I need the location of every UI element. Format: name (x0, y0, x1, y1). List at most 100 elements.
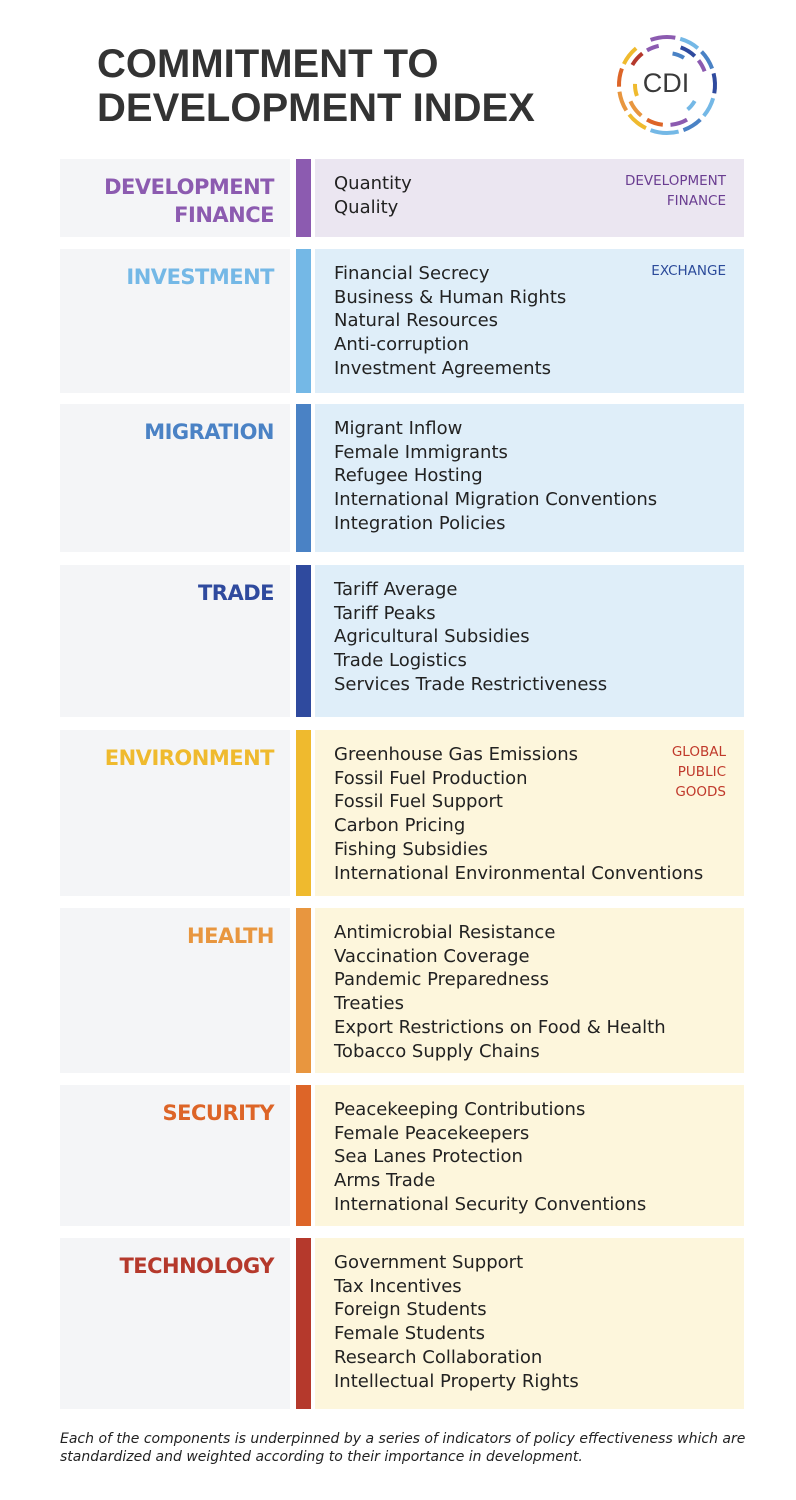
component-indicators-box: Antimicrobial Resistance Vaccination Cove… (315, 908, 744, 1073)
title-line-1: COMMITMENT TO (97, 42, 439, 86)
indicator-item: Foreign Students (334, 1299, 487, 1321)
logo-arc-segment (672, 51, 686, 60)
indicator-item: Quantity (334, 173, 412, 194)
component-label-box: TECHNOLOGY (60, 1238, 290, 1409)
indicator-list: Government Support Tax Incentives Foreign … (334, 1251, 579, 1393)
logo-arc-segment (649, 128, 680, 135)
indicator-item: Female Peacekeepers (334, 1122, 530, 1144)
indicator-list: Migrant Inflow Female Immigrants Refugee H… (334, 417, 657, 536)
group-tag-line: DEVELOPMENT (624, 173, 726, 189)
component-label-box: INVESTMENT (60, 249, 290, 393)
component-label-line: INVESTMENT (126, 265, 274, 289)
component-label: SECURITY (162, 1099, 275, 1127)
component-label: TECHNOLOGY (119, 1252, 274, 1280)
indicator-item: Antimicrobial Resistance (334, 922, 556, 943)
component-label-line: HEALTH (187, 924, 274, 948)
indicator-item: Carbon Pricing (334, 815, 466, 837)
component-row-development-finance: DEVELOPMENT FINANCE Quantity Quality DEVELOP… (60, 159, 744, 237)
indicator-item: Government Support (334, 1252, 524, 1273)
indicator-item: Refugee Hosting (334, 465, 483, 487)
indicator-list: Quantity Quality (334, 172, 412, 219)
component-color-bar (296, 565, 311, 717)
indicator-item: Research Collaboration (334, 1346, 543, 1368)
indicator-list: Greenhouse Gas Emissions Fossil Fuel Prod… (334, 743, 703, 885)
logo-arc-segment (670, 117, 688, 127)
component-label: MIGRATION (144, 418, 274, 446)
group-tag-line: FINANCE (666, 193, 726, 209)
indicator-item: Business & Human Rights (334, 286, 567, 308)
indicator-item: Peacekeeping Contributions (334, 1099, 586, 1120)
component-row-health: HEALTH Antimicrobial Resistance Vaccinatio… (60, 908, 744, 1073)
component-row-technology: TECHNOLOGY Government Support Tax Incentiv… (60, 1238, 744, 1409)
logo-arc-segment (711, 72, 717, 94)
indicator-item: Greenhouse Gas Emissions (334, 744, 579, 765)
indicator-list: Peacekeeping Contributions Female Peaceke… (334, 1098, 646, 1217)
indicator-item: Tariff Peaks (334, 602, 436, 624)
component-label-line: TRADE (197, 581, 275, 605)
component-label: DEVELOPMENT FINANCE (104, 173, 274, 229)
indicator-item: Tariff Average (334, 579, 458, 600)
component-color-bar (296, 249, 311, 393)
group-tag-line: PUBLIC (677, 764, 726, 780)
component-color-bar (296, 908, 311, 1073)
component-indicators-box: Quantity Quality DEVELOPMENT FINANCE (315, 159, 744, 237)
indicator-item: Intellectual Property Rights (334, 1370, 579, 1392)
cdi-logo: CDI (617, 35, 717, 135)
logo-arc-segment (700, 50, 714, 70)
logo-arc-segment (682, 118, 702, 132)
indicator-item: International Migration Conventions (334, 489, 658, 511)
footnote: Each of the components is underpinned by… (60, 1431, 746, 1465)
component-label: HEALTH (187, 922, 274, 950)
indicator-item: Treaties (334, 993, 404, 1015)
indicator-item: Quality (334, 196, 399, 218)
component-label-line: DEVELOPMENT (104, 175, 274, 199)
component-label: INVESTMENT (126, 263, 274, 291)
indicator-item: Natural Resources (334, 310, 499, 332)
logo-arc-segment (633, 83, 639, 97)
logo-arc-segment (617, 67, 624, 87)
indicator-item: Anti-corruption (334, 334, 469, 356)
logo-arc-segment (686, 99, 697, 112)
indicator-item: Trade Logistics (334, 650, 467, 672)
component-label-box: TRADE (60, 565, 290, 717)
component-label-box: SECURITY (60, 1085, 290, 1226)
indicator-item: Female Immigrants (334, 441, 508, 463)
logo-arc-segment (649, 35, 676, 42)
indicator-item: International Environmental Conventions (334, 862, 704, 884)
component-color-bar (296, 730, 311, 896)
indicator-item: Agricultural Subsidies (334, 626, 530, 648)
indicator-item: Fossil Fuel Support (334, 791, 503, 813)
logo-ring-segments (617, 35, 717, 135)
component-indicators-box: Peacekeeping Contributions Female Peaceke… (315, 1085, 744, 1226)
component-indicators-box: Financial Secrecy Business & Human Rights… (315, 249, 744, 393)
indicator-item: Integration Policies (334, 512, 506, 534)
logo-arc-segment (696, 59, 707, 73)
component-label-box: DEVELOPMENT FINANCE (60, 159, 290, 237)
group-tag: DEVELOPMENT FINANCE (625, 171, 726, 211)
component-color-bar (296, 159, 311, 237)
logo-arc-segment (702, 97, 716, 118)
logo-arc-segment (627, 113, 647, 130)
component-row-migration: MIGRATION Migrant Inflow Female Immigrants… (60, 404, 744, 552)
indicator-item: Financial Secrecy (334, 263, 490, 284)
component-row-environment: ENVIRONMENT Greenhouse Gas Emissions Fossi… (60, 730, 744, 896)
indicator-item: Vaccination Coverage (334, 945, 530, 967)
component-row-trade: TRADE Tariff Average Tariff Peaks Agricultu… (60, 565, 744, 717)
indicator-item: Female Students (334, 1323, 486, 1345)
logo-arc-segment (679, 36, 700, 50)
component-indicators-box: Migrant Inflow Female Immigrants Refugee H… (315, 404, 744, 552)
component-label-box: HEALTH (60, 908, 290, 1073)
component-label-line: FINANCE (174, 203, 274, 227)
indicator-item: Fishing Subsidies (334, 838, 488, 860)
indicator-list: Tariff Average Tariff Peaks Agricultural S… (334, 578, 607, 697)
component-indicators-box: Greenhouse Gas Emissions Fossil Fuel Prod… (315, 730, 744, 896)
component-color-bar (296, 1238, 311, 1409)
component-indicators-box: Government Support Tax Incentives Foreign … (315, 1238, 744, 1409)
component-indicators-box: Tariff Average Tariff Peaks Agricultural S… (315, 565, 744, 717)
component-label-line: SECURITY (162, 1101, 275, 1125)
component-label-line: TECHNOLOGY (119, 1254, 274, 1278)
component-label-box: ENVIRONMENT (60, 730, 290, 896)
indicator-list: Financial Secrecy Business & Human Rights… (334, 262, 566, 381)
indicator-item: Sea Lanes Protection (334, 1146, 523, 1168)
component-label: TRADE (197, 579, 275, 607)
